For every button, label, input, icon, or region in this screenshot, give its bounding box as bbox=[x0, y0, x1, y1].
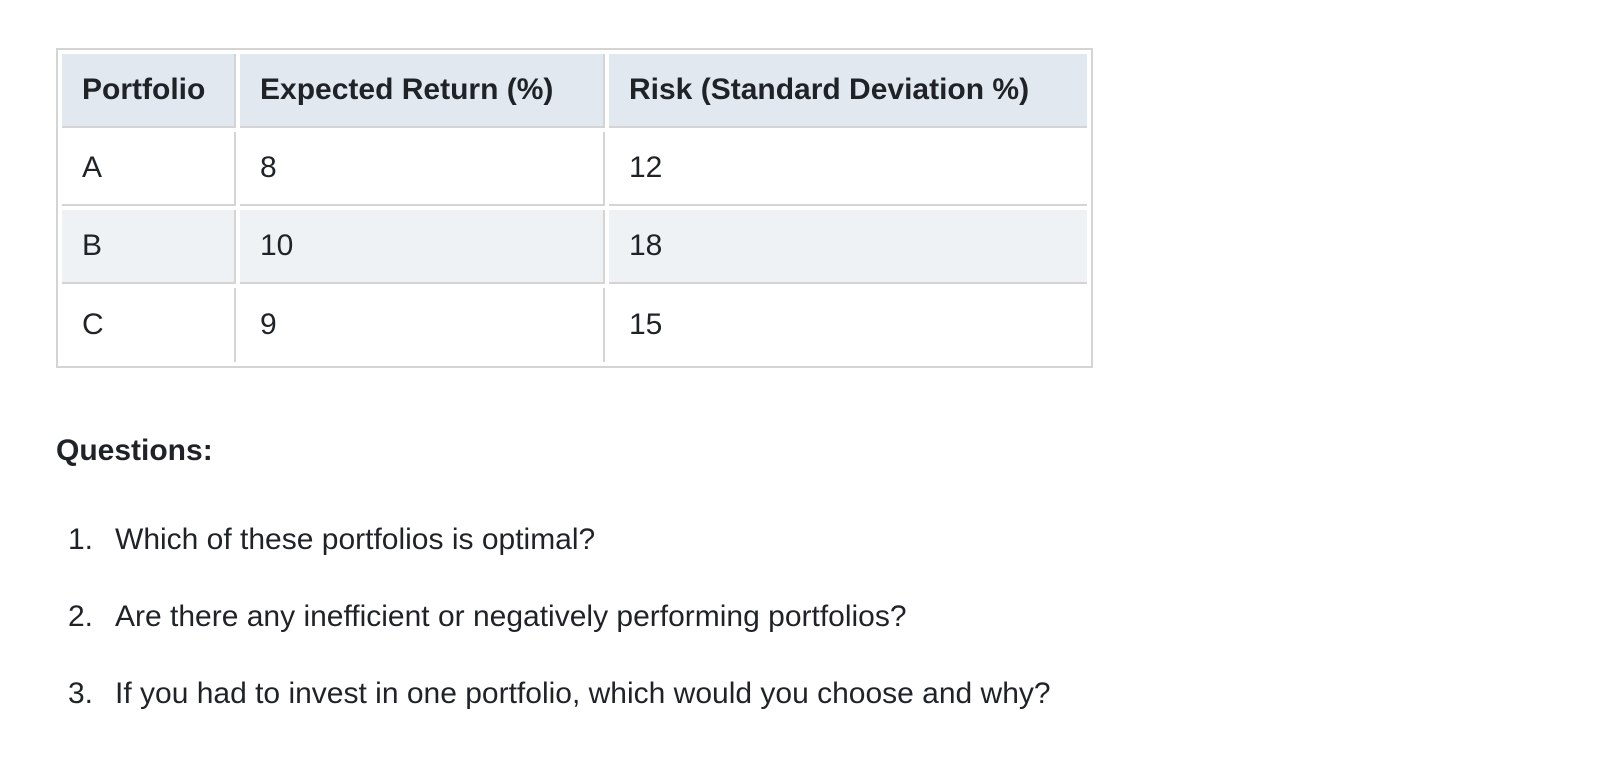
table-cell: C bbox=[62, 288, 236, 362]
table-row: A 8 12 bbox=[62, 132, 1087, 206]
header-cell: Risk (Standard Deviation %) bbox=[609, 54, 1087, 128]
question-number: 1. bbox=[68, 523, 94, 556]
table-cell: 18 bbox=[609, 210, 1087, 284]
question-number: 3. bbox=[68, 677, 94, 710]
table-cell: 10 bbox=[240, 210, 605, 284]
question-text: If you had to invest in one portfolio, w… bbox=[115, 677, 1051, 710]
question-number: 2. bbox=[68, 600, 94, 633]
header-cell: Portfolio bbox=[62, 54, 236, 128]
table-cell: 15 bbox=[629, 308, 663, 341]
table-row: C 9 15 bbox=[62, 288, 1087, 362]
table-cell: B bbox=[62, 210, 236, 284]
table-body: A 8 12 B 10 18 C 9 15 bbox=[62, 132, 1087, 362]
table-container: Portfolio Expected Return (%) Risk (Standa… bbox=[56, 48, 1093, 368]
table-header: Portfolio Expected Return (%) Risk (Standa… bbox=[62, 54, 1087, 128]
table-cell: A bbox=[62, 132, 236, 206]
portfolio-table: Portfolio Expected Return (%) Risk (Standa… bbox=[56, 48, 1093, 368]
questions-heading: Questions: bbox=[56, 434, 213, 467]
header-cell: Expected Return (%) bbox=[240, 54, 605, 128]
question-text: Which of these portfolios is optimal? bbox=[115, 523, 596, 556]
table-cell: 8 bbox=[240, 132, 605, 206]
question-text: Are there any inefficient or negatively … bbox=[115, 600, 907, 633]
table-row: B 10 18 bbox=[62, 210, 1087, 284]
table-cell: 12 bbox=[609, 132, 1087, 206]
header-row: Portfolio Expected Return (%) Risk (Standa… bbox=[62, 54, 1087, 128]
table-cell: 9 bbox=[240, 288, 605, 362]
